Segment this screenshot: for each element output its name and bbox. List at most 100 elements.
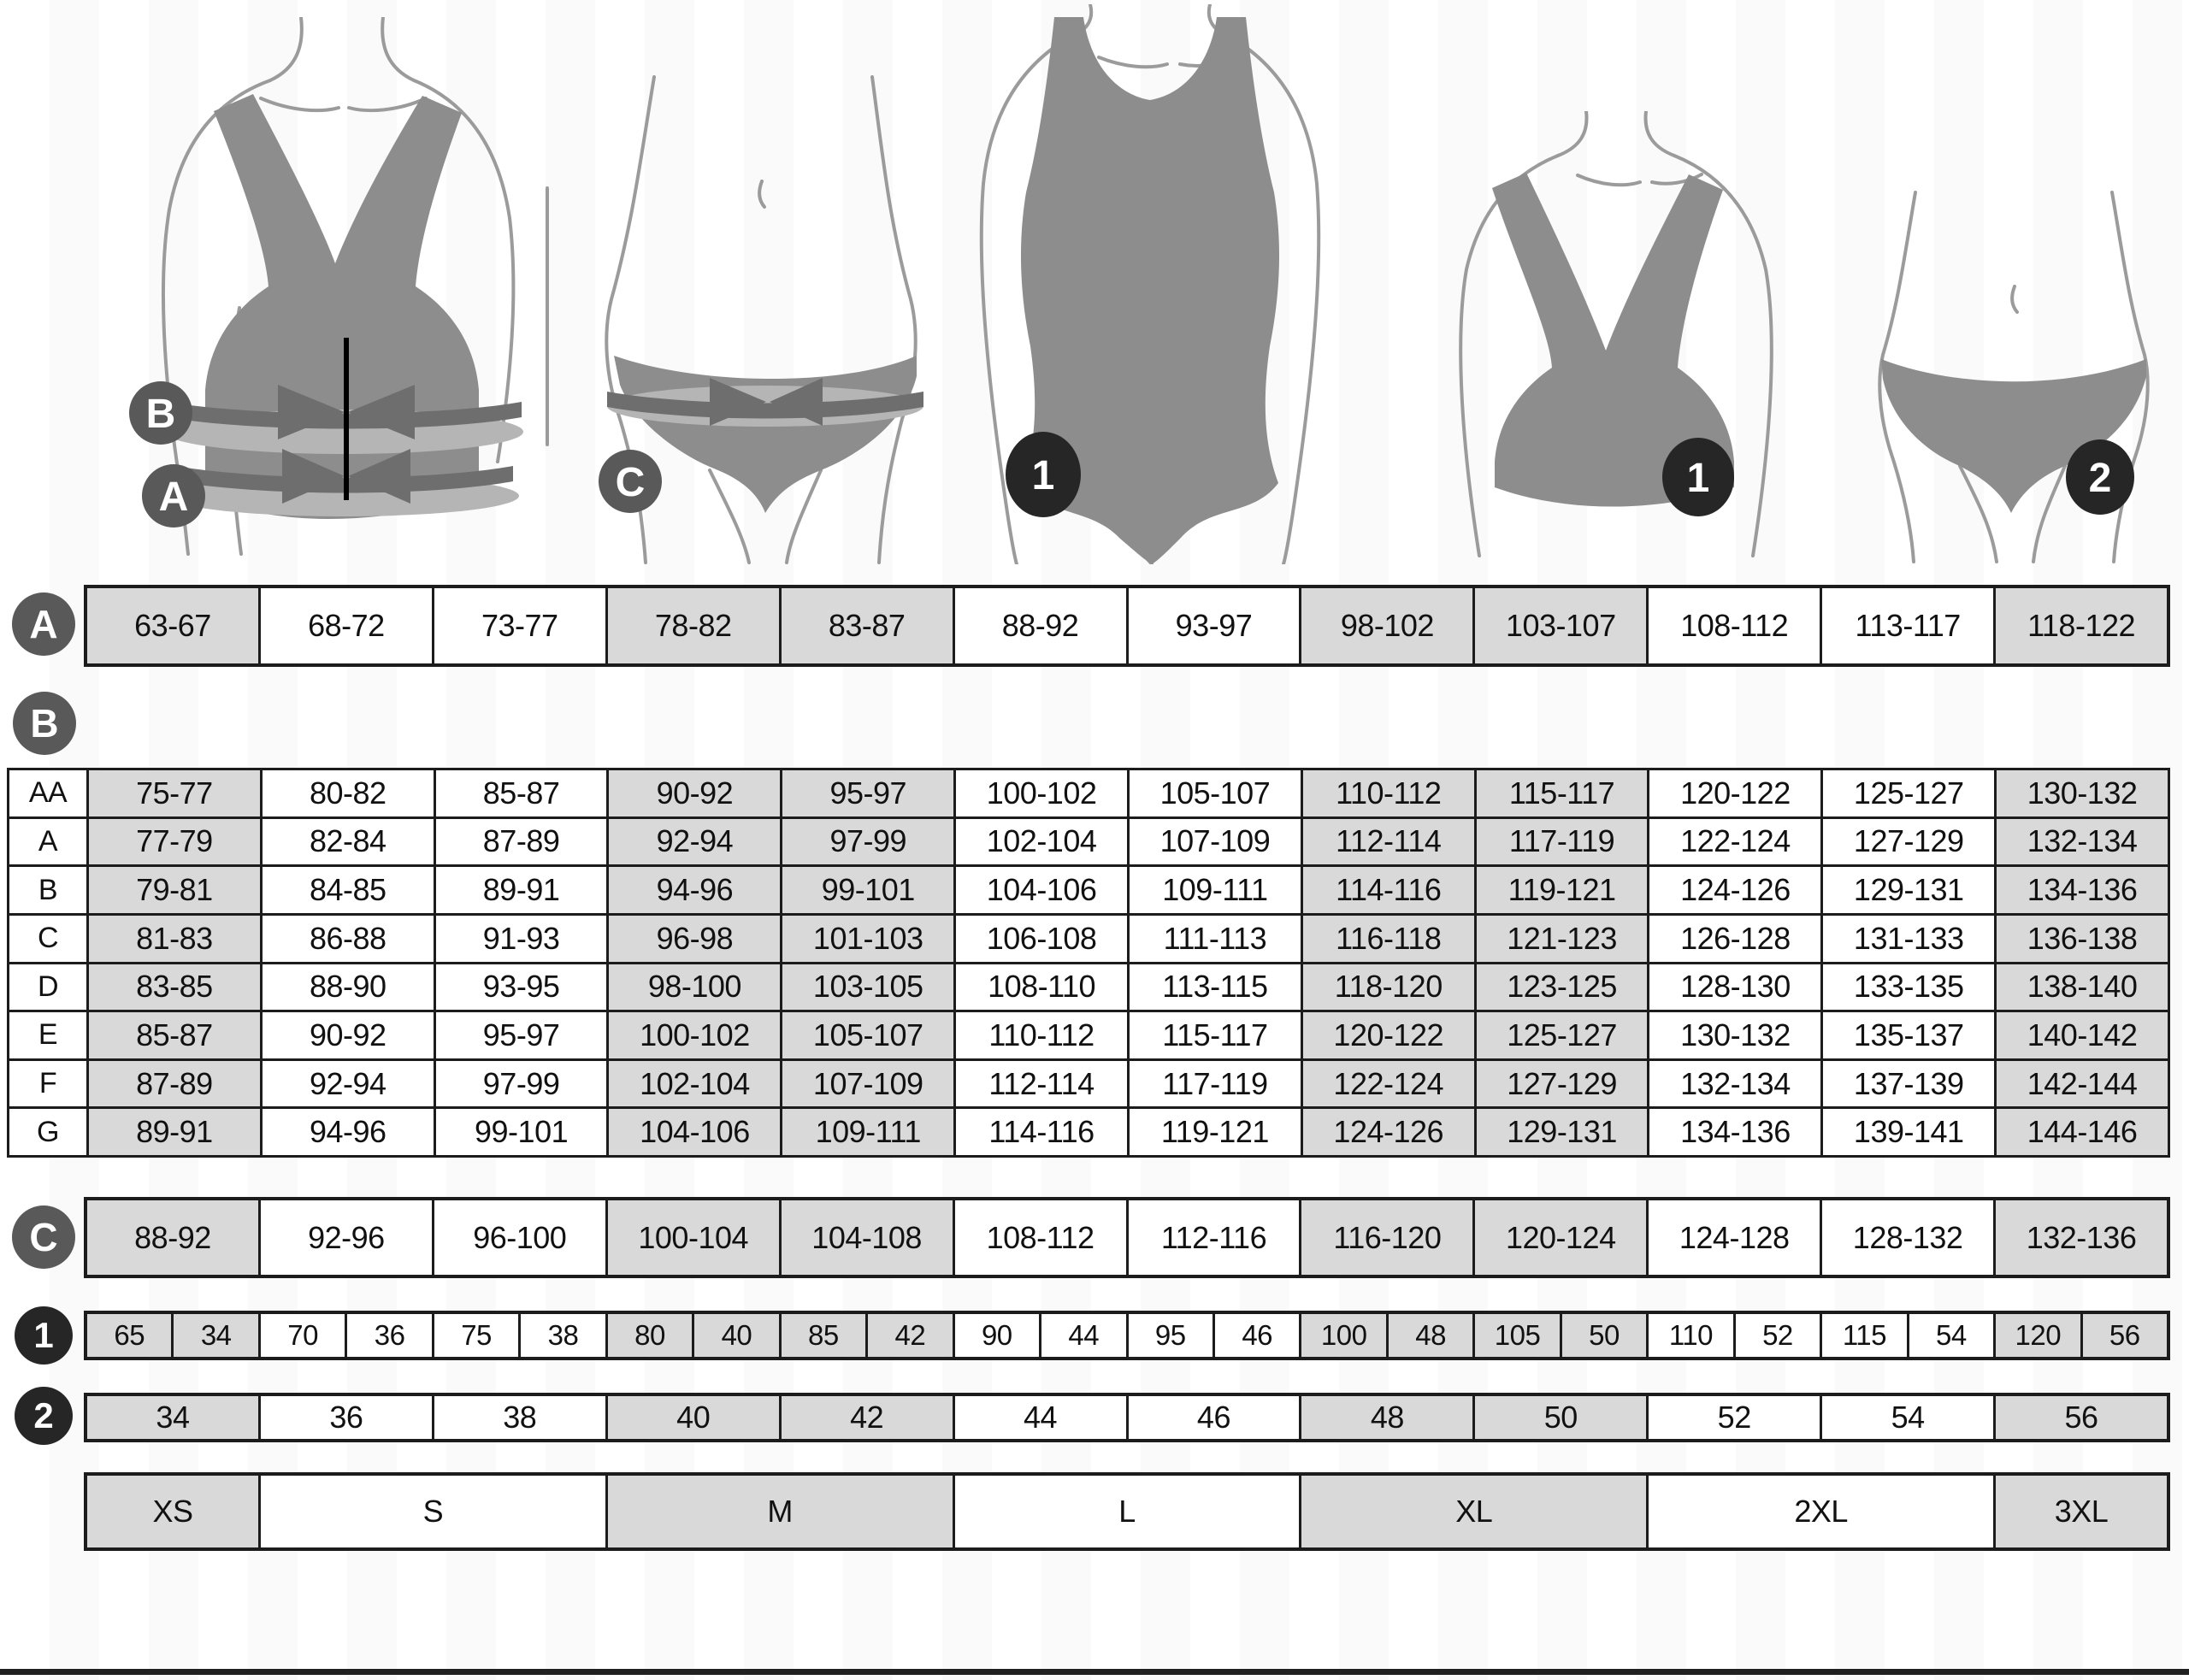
table-cell: 95-97 xyxy=(782,770,954,816)
label-a-circle: A xyxy=(12,592,75,656)
briefs-shape xyxy=(1881,359,2146,513)
table-cell: 103-107 xyxy=(1475,588,1647,663)
briefs-2-badge: 2 xyxy=(2066,439,2134,515)
table-cell: 110 xyxy=(1649,1314,1733,1357)
table-cell: 128-130 xyxy=(1649,964,1821,1011)
table-cell: 109-111 xyxy=(1129,867,1301,913)
table-cell: 83-87 xyxy=(781,588,953,663)
table-cell: 48 xyxy=(1388,1314,1473,1357)
table-cell: 87-89 xyxy=(435,818,607,865)
table-cell: 111-113 xyxy=(1129,915,1301,962)
table-cell: 80-82 xyxy=(262,770,434,816)
table-cell: 99-101 xyxy=(435,1109,607,1155)
table-cell: 89-91 xyxy=(89,1109,260,1155)
table-cell: S xyxy=(260,1476,605,1547)
table-cell: 83-85 xyxy=(89,964,260,1011)
table-cell: 113-115 xyxy=(1129,964,1301,1011)
table-cell: 36 xyxy=(260,1396,432,1439)
table-cell: 56 xyxy=(2082,1314,2167,1357)
table-cell: 134-136 xyxy=(1997,867,2168,913)
table-cell: 132-136 xyxy=(1996,1200,2167,1275)
table-cell: 97-99 xyxy=(782,818,954,865)
table-cell: 110-112 xyxy=(956,1012,1127,1058)
table-cell: 112-114 xyxy=(956,1060,1127,1107)
table-cell: 107-109 xyxy=(1129,818,1301,865)
table-cell: M xyxy=(607,1476,953,1547)
table-cell: 136-138 xyxy=(1997,915,2168,962)
table-cell: 140-142 xyxy=(1997,1012,2168,1058)
table-cell: 125-127 xyxy=(1476,1012,1648,1058)
label-c-text: C xyxy=(29,1215,58,1259)
swimsuit-1-label: 1 xyxy=(1032,453,1055,498)
cup-label: F xyxy=(9,1060,86,1107)
table-cell: 102-104 xyxy=(956,818,1127,865)
swimsuit-1-badge: 1 xyxy=(1006,432,1081,517)
table-cell: 104-106 xyxy=(956,867,1127,913)
table-cell: 44 xyxy=(1041,1314,1126,1357)
table-cell: 40 xyxy=(607,1396,779,1439)
table-cell: 116-120 xyxy=(1301,1200,1473,1275)
bra-1-badge: 1 xyxy=(1662,438,1734,516)
bust-cup-table: AA 75-77 80-82 85-87 90-92 95-97 100-102 105-1… xyxy=(7,768,2170,1158)
table-cell: 86-88 xyxy=(262,915,434,962)
table-cell: 130-132 xyxy=(1997,770,2168,816)
label-b-circle: B xyxy=(13,692,76,755)
table-cell: XL xyxy=(1301,1476,1647,1547)
table-cell: 105 xyxy=(1475,1314,1560,1357)
table-cell: 91-93 xyxy=(435,915,607,962)
bottom-divider xyxy=(0,1669,2189,1675)
arrow-left-icon xyxy=(770,378,823,426)
table-cell: 50 xyxy=(1561,1314,1647,1357)
table-cell: 90 xyxy=(954,1314,1040,1357)
table-cell: 115 xyxy=(1822,1314,1907,1357)
table-cell: 48 xyxy=(1301,1396,1473,1439)
table-cell: L xyxy=(954,1476,1300,1547)
table-cell: 137-139 xyxy=(1823,1060,1995,1107)
table-cell: 117-119 xyxy=(1476,818,1648,865)
table-cell: 132-134 xyxy=(1997,818,2168,865)
table-cell: 79-81 xyxy=(89,867,260,913)
table-cell: 90-92 xyxy=(609,770,781,816)
table-cell: 87-89 xyxy=(89,1060,260,1107)
table-cell: 124-126 xyxy=(1649,867,1821,913)
label-a-text: A xyxy=(29,602,58,646)
cup-label: A xyxy=(9,818,86,865)
bra-1-label: 1 xyxy=(1687,456,1710,501)
table-cell: 92-94 xyxy=(609,818,781,865)
table-cell: 93-95 xyxy=(435,964,607,1011)
table-cell: 65 xyxy=(87,1314,172,1357)
table-cell: 34 xyxy=(174,1314,258,1357)
table-cell: 88-92 xyxy=(87,1200,258,1275)
cup-label: AA xyxy=(9,770,86,816)
hip-band xyxy=(607,392,923,419)
table-cell: 105-107 xyxy=(782,1012,954,1058)
table-cell: 92-96 xyxy=(260,1200,432,1275)
table-cell: 129-131 xyxy=(1476,1109,1648,1155)
table-cell: 127-129 xyxy=(1476,1060,1648,1107)
international-size-row: XS S M L XL 2XL 3XL xyxy=(84,1472,2170,1551)
table-cell: 81-83 xyxy=(89,915,260,962)
table-cell: 112-116 xyxy=(1128,1200,1300,1275)
cup-label: B xyxy=(9,867,86,913)
table-cell: 130-132 xyxy=(1649,1012,1821,1058)
label-1-circle: 1 xyxy=(15,1306,73,1365)
label-b-text: B xyxy=(30,701,59,746)
hip-range-row: 88-92 92-96 96-100 100-104 104-108 108-112 112… xyxy=(84,1197,2170,1278)
table-cell: 98-102 xyxy=(1301,588,1473,663)
table-cell: 119-121 xyxy=(1476,867,1648,913)
bra-shape xyxy=(205,94,479,519)
briefs-2-label: 2 xyxy=(2089,456,2112,501)
table-cell: 68-72 xyxy=(260,588,432,663)
table-cell: 112-114 xyxy=(1302,818,1474,865)
table-cell: 89-91 xyxy=(435,867,607,913)
table-cell: 121-123 xyxy=(1476,915,1648,962)
table-cell: 125-127 xyxy=(1823,770,1995,816)
cup-label: E xyxy=(9,1012,86,1058)
table-cell: 88-90 xyxy=(262,964,434,1011)
table-cell: 110-112 xyxy=(1302,770,1474,816)
table-cell: 128-132 xyxy=(1822,1200,1994,1275)
table-cell: 117-119 xyxy=(1129,1060,1301,1107)
table-cell: 100-102 xyxy=(609,1012,781,1058)
table-cell: 46 xyxy=(1214,1314,1300,1357)
